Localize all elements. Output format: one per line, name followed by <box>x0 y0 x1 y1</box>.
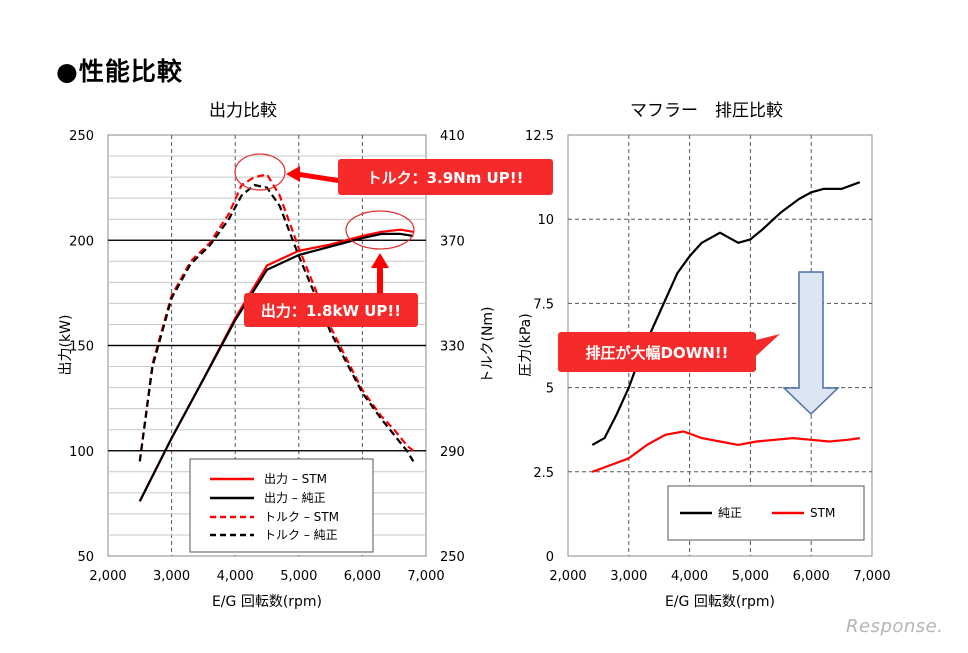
x-tick-label: 4,000 <box>217 569 254 584</box>
power-chart: 2,000 3,000 4,000 5,000 6,000 7,0005010015020… <box>58 129 553 610</box>
y2-tick-label: 370 <box>440 234 465 249</box>
power-callout <box>244 293 418 327</box>
y-tick-label: 150 <box>69 340 94 355</box>
y-tick-label: 50 <box>77 550 94 565</box>
pressure-chart: 2,000 3,000 4,000 5,000 6,000 7,000 0 2.5 5 7.5 10… <box>518 129 891 610</box>
x-tick-label: 6,000 <box>344 569 381 584</box>
y-tick-label: 7.5 <box>533 297 554 312</box>
y-tick-label: 12.5 <box>525 129 554 144</box>
torque-callout <box>338 159 553 195</box>
legend-label-torque-stock: トルク – 純正 <box>264 528 338 542</box>
x-tick-label: 6,000 <box>793 569 830 584</box>
legend-label-torque-stm: トルク – STM <box>264 510 339 524</box>
pressure-series <box>591 181 861 473</box>
pressure-callout-pointer <box>756 334 780 356</box>
watermark-logo: Response. <box>846 616 944 637</box>
legend-label-stm: STM <box>810 506 835 520</box>
y-tick-label: 5 <box>546 382 554 397</box>
y-tick-label: 10 <box>537 213 554 228</box>
power-callout-text: 出力：1.8kW UP!! <box>261 302 401 320</box>
pressure-ticks: 2,000 3,000 4,000 5,000 6,000 7,000 0 2.5 5 7.5 10… <box>525 129 891 584</box>
power-highlight-circle <box>345 210 415 250</box>
x-tick-label: 5,000 <box>732 569 769 584</box>
down-arrow-icon <box>782 271 840 416</box>
page-title: ●性能比較 <box>56 57 183 86</box>
torque-arrow-icon <box>286 166 338 183</box>
x-tick-label: 7,000 <box>407 569 444 584</box>
y-tick-label: 250 <box>69 129 94 144</box>
power-ticks: 2,000 3,000 4,000 5,000 6,000 7,000 50 100 150 20… <box>69 129 465 584</box>
y-tick-label: 2.5 <box>533 466 554 481</box>
series-line <box>138 183 415 462</box>
legend-label-power-stock: 出力 – 純正 <box>264 491 326 505</box>
power-arrow-icon <box>371 253 389 296</box>
y-tick-label: 0 <box>546 550 554 565</box>
torque-callout-text: トルク：3.9Nm UP!! <box>367 169 524 187</box>
x-tick-label: 4,000 <box>671 569 708 584</box>
power-series <box>138 173 415 502</box>
series-line <box>591 181 861 446</box>
power-y-axis-label: 出力(kW) <box>58 315 74 376</box>
x-tick-label: 3,000 <box>610 569 647 584</box>
y2-tick-label: 410 <box>440 129 465 144</box>
y2-tick-label: 330 <box>440 340 465 355</box>
pressure-x-axis-label: E/G 回転数(rpm) <box>665 594 775 610</box>
x-tick-label: 2,000 <box>549 569 586 584</box>
series-line <box>591 430 860 473</box>
pressure-chart-title: マフラー 排圧比較 <box>630 101 783 121</box>
y2-tick-label: 250 <box>440 550 465 565</box>
legend-label-power-stm: 出力 – STM <box>264 472 327 486</box>
legend-label-stock: 純正 <box>718 506 742 520</box>
y2-tick-label: 290 <box>440 445 465 460</box>
pressure-callout-text: 排圧が大幅DOWN!! <box>586 344 729 362</box>
x-tick-label: 7,000 <box>853 569 890 584</box>
power-x-axis-label: E/G 回転数(rpm) <box>212 594 322 610</box>
y-tick-label: 100 <box>69 445 94 460</box>
pressure-callout <box>558 332 756 372</box>
power-chart-title: 出力比較 <box>209 101 277 121</box>
x-tick-label: 2,000 <box>89 569 126 584</box>
pressure-y-axis-label: 圧力(kPa) <box>518 313 534 376</box>
power-legend <box>189 458 374 553</box>
y-tick-label: 200 <box>69 234 94 249</box>
x-tick-label: 3,000 <box>153 569 190 584</box>
torque-y-axis-label: トルク(Nm) <box>480 306 496 383</box>
torque-highlight-circle <box>234 153 286 191</box>
x-tick-label: 5,000 <box>280 569 317 584</box>
